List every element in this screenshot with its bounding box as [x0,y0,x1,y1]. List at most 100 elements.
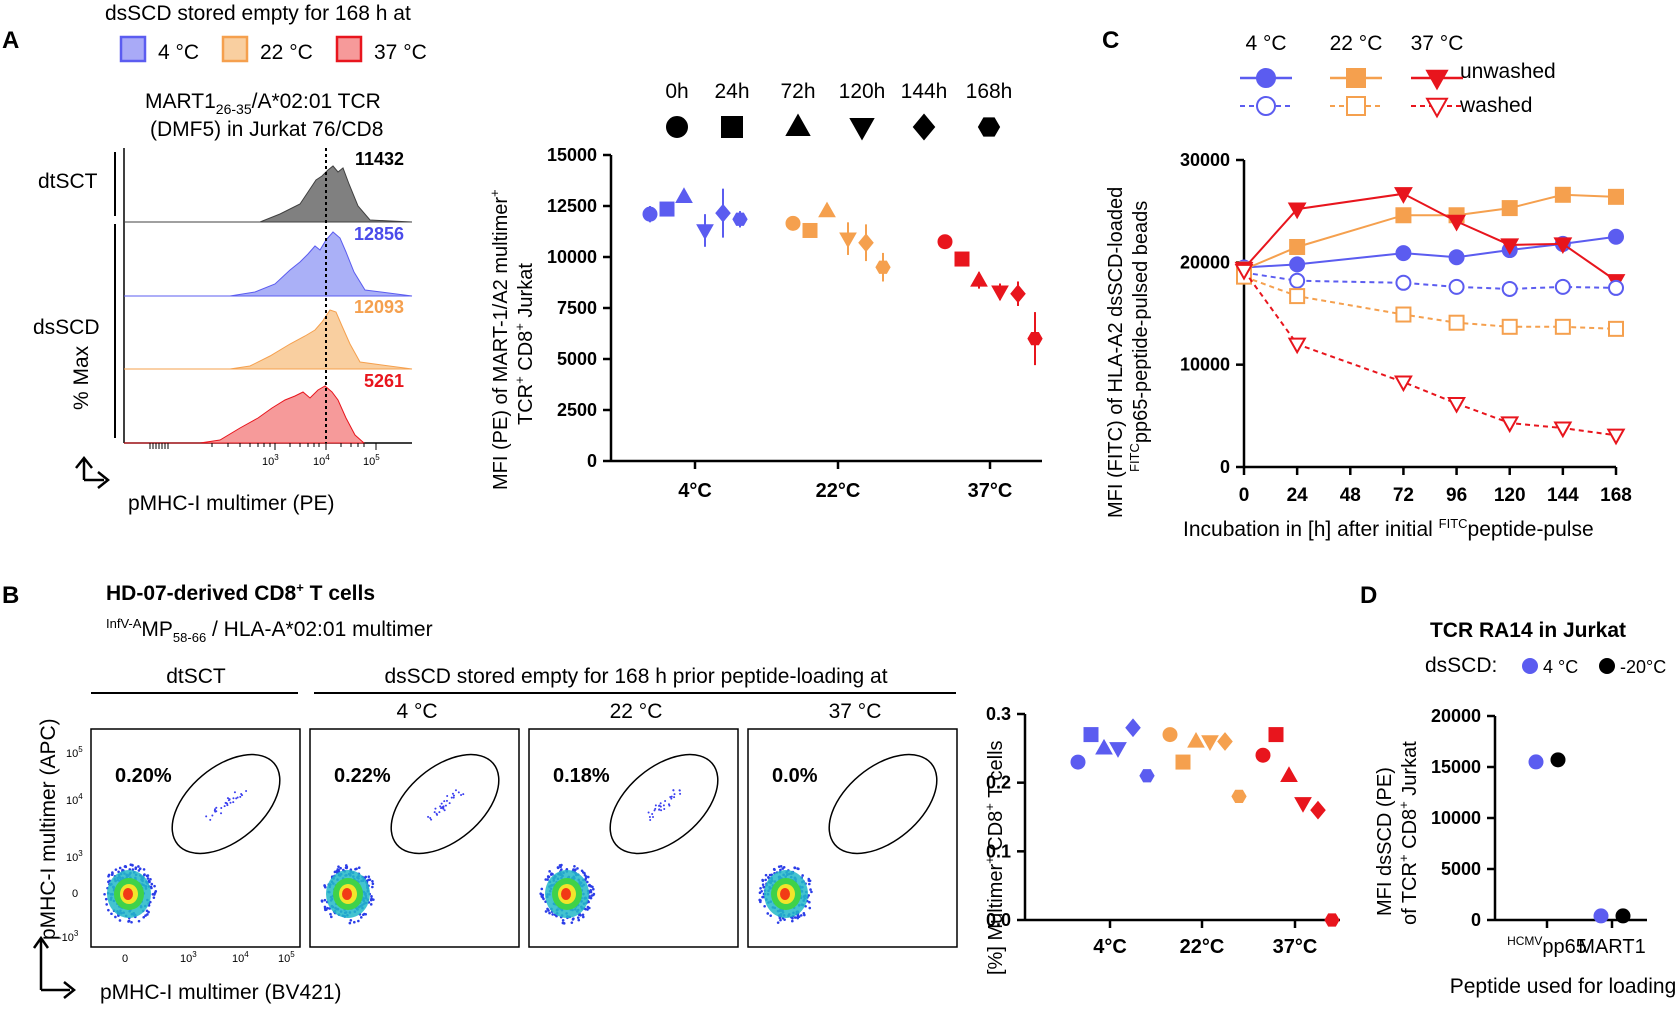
histogram-dtsct [124,165,413,223]
d-xtick-label-sup: HCMV [1507,934,1542,948]
b-scatter-point [1310,800,1326,820]
timepoint-label-72h: 72h [780,80,815,103]
flow-event [107,880,110,884]
flow-event [146,877,150,880]
flow-gated-event [214,808,217,811]
c-xtick-label: 0 [1239,485,1250,506]
flow-gated-event [215,806,218,809]
panel-label-a: A [2,27,19,54]
flow-gate [828,753,938,855]
b-scatter-point [1324,913,1340,927]
flow-ytick-1e4: 104 [66,792,83,807]
flow-event [107,873,111,877]
flow-event [114,868,118,871]
flow-event [330,915,333,919]
histogram-dsscd-22c [124,309,413,370]
flow-gated-event [672,789,675,792]
flow-gated-event [235,797,238,800]
a-scatter-ytick-label: 0 [587,451,597,471]
a-scatter-point [785,215,801,231]
flow-event [769,914,772,917]
flow-event [587,900,590,904]
flow-event [782,865,786,869]
flow-event [766,912,770,915]
flow-gated-event [654,807,657,810]
flow-event [544,910,548,913]
flow-event [117,870,120,874]
flow-event [121,868,124,872]
flow-xlabel: pMHC-I multimer (BV421) [100,981,342,1004]
flow-gated-event [436,813,439,816]
flow-event [370,895,373,898]
panel-c: C 4 °C 22 °C 37 °C unwashed washed MFI (… [1102,27,1632,541]
flow-xtick-1e4: 104 [232,950,249,965]
flow-event [761,883,765,887]
c-series-point [1289,272,1306,289]
flow-event [581,913,585,917]
flow-event [359,916,363,919]
flow-event [577,918,581,922]
b-scatter-ytick-label: 0.0 [986,910,1011,930]
flow-gated-event [678,789,681,792]
flow-event [154,889,158,893]
flow-gated-event [659,805,662,808]
flow-event [544,878,548,881]
flow-gated-event [205,815,208,818]
flow-gated-event [448,802,451,805]
mfi-label-4c: 12856 [354,224,404,244]
flow-event [796,916,799,919]
a-scatter-ylabel-line1: MFI (PE) of MART-1/A2 multimer+ [487,189,512,490]
flow-gated-event [226,797,229,800]
flow-event [357,866,361,870]
c-series-point [1395,245,1412,262]
b-scatter-ytick-label: 0.1 [986,841,1011,861]
flow-event [546,907,549,911]
flow-gated-event [220,806,223,809]
flow-event [355,867,358,871]
flow-gate-percent: 0.20% [115,765,172,787]
flow-event [339,866,342,870]
flow-col-label-22c: 22 °C [610,700,663,723]
legend-label-22c: 22 °C [260,41,313,64]
flow-gated-event [451,792,454,795]
a-scatter-point [642,206,658,222]
flow-gated-event [211,814,214,817]
b-scatter-point [1139,769,1155,783]
c-series-point [1500,238,1520,256]
flow-event [367,875,371,879]
flow-event [103,892,106,896]
panel-d: D TCR RA14 in Jurkat dsSCD: 4 °C -20°C M… [1360,582,1676,998]
flow-event [551,872,554,876]
d-scatter-point [1615,908,1631,924]
d-legend-dot-4c [1522,658,1538,674]
timepoint-symbol-120h [849,118,875,141]
flow-event [586,880,589,884]
c-series-point [1501,280,1518,297]
d-scatter-point [1593,908,1609,924]
flow-event [759,887,762,890]
flow-event [763,904,766,908]
b-scatter-point [1294,797,1312,813]
c-series-point [1287,337,1307,355]
c-line-plot: 0 10000 20000 30000 0 24 48 72 96 120 144 168 [1180,150,1632,506]
c-series-point [1289,238,1306,255]
c-ylabel-line1: MFI (FITC) of HLA-A2 dsSCD-loaded [1105,187,1127,518]
flow-gated-event [663,807,666,810]
flow-event [110,912,113,916]
flow-event [134,867,138,871]
c-ytick-label: 20000 [1180,252,1230,272]
d-legend-prefix: dsSCD: [1425,654,1497,677]
d-xtick-label: MART1 [1578,936,1645,958]
panel-b-scatter: [%] Multimer+ CD8+ T cells 0.0 0.1 0.2 0.3 4… [982,704,1340,975]
flow-event [542,897,545,901]
flow-event [323,905,327,909]
c-series-point [1554,318,1571,335]
b-scatter-ytick-label: 0.3 [986,704,1011,724]
c-legend-marker-washed [1346,96,1366,116]
flow-gated-event [658,808,661,811]
d-ytick-label: 10000 [1431,808,1481,828]
c-legend-header-37c: 37 °C [1411,32,1464,55]
a-scatter-point [970,270,988,287]
flow-event [548,911,551,915]
histogram-title-line2: (DMF5) in Jurkat 76/CD8 [150,118,383,141]
